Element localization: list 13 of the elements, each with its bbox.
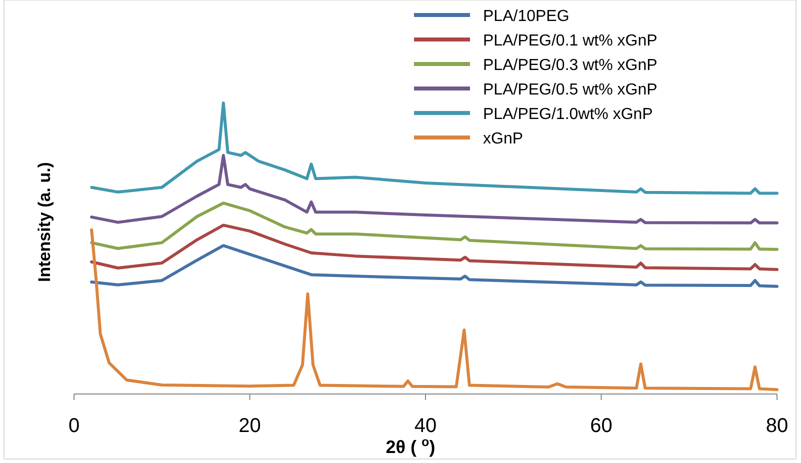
legend-label: PLA/PEG/0.1 wt% xGnP [483,32,658,50]
legend-label: PLA/PEG/0.5 wt% xGnP [483,82,658,98]
x-tick-label: 0 [68,415,80,437]
y-axis-title: Intensity (a. u.) [35,162,54,282]
x-tick-label: 80 [766,415,788,437]
legend-label: PLA/PEG/0.3 wt% xGnP [483,57,658,74]
x-axis-title: 2θ ( $^{o}$) [386,435,436,457]
x-tick-label: 40 [414,415,437,437]
legend-label: xGnP [483,130,524,148]
legend-label: PLA/10PEG [483,8,570,25]
legend-label: PLA/PEG/1.0wt% xGnP [483,106,653,123]
x-tick-label: 60 [590,415,612,437]
x-tick-label: 20 [238,415,261,437]
